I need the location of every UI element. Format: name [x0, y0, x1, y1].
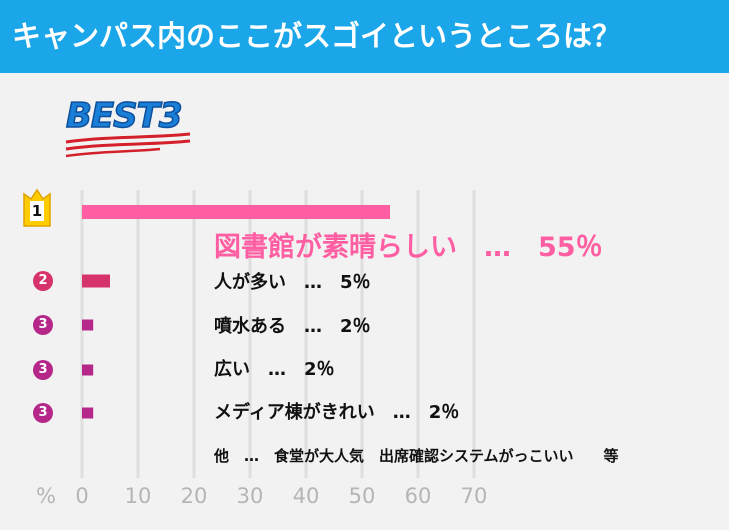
bar-label-3: 噴水ある … 2％ [214, 316, 371, 337]
bar-label-2: 人が多い … 5％ [214, 272, 371, 293]
x-tick-label: 40 [292, 484, 320, 508]
rank-1-number: 1 [30, 201, 44, 221]
x-tick-label: 70 [460, 484, 488, 508]
rank-3-badge: 3 [33, 315, 53, 335]
bar-3 [82, 319, 94, 331]
x-tick-label: 10 [124, 484, 152, 508]
bar-label-1: 図書館が素晴らしい … 55％ [214, 232, 603, 263]
bar-4 [82, 364, 94, 376]
page-title: キャンパス内のここがスゴイというところは？ [0, 0, 729, 73]
x-tick-label: 20 [180, 484, 208, 508]
rank-3-badge: 3 [33, 360, 53, 380]
x-tick-label: 50 [348, 484, 376, 508]
x-tick-label: 60 [404, 484, 432, 508]
rank-2-badge: 2 [33, 271, 53, 291]
axis-unit: % [36, 484, 56, 508]
bar-1 [82, 205, 390, 219]
bar-2 [82, 274, 110, 288]
x-tick-label: 30 [236, 484, 264, 508]
rank-3-badge: 3 [33, 403, 53, 423]
bar-label-4: 広い … 2％ [214, 359, 335, 380]
x-tick-label: 0 [75, 484, 89, 508]
best3-badge: BEST3 [65, 95, 183, 137]
other-answers-note: 他 … 食堂が大人気 出席確認システムがっこいい 等 [214, 447, 619, 465]
bar-5 [82, 407, 94, 419]
bar-label-5: メディア棟がきれい … 2％ [214, 402, 460, 423]
